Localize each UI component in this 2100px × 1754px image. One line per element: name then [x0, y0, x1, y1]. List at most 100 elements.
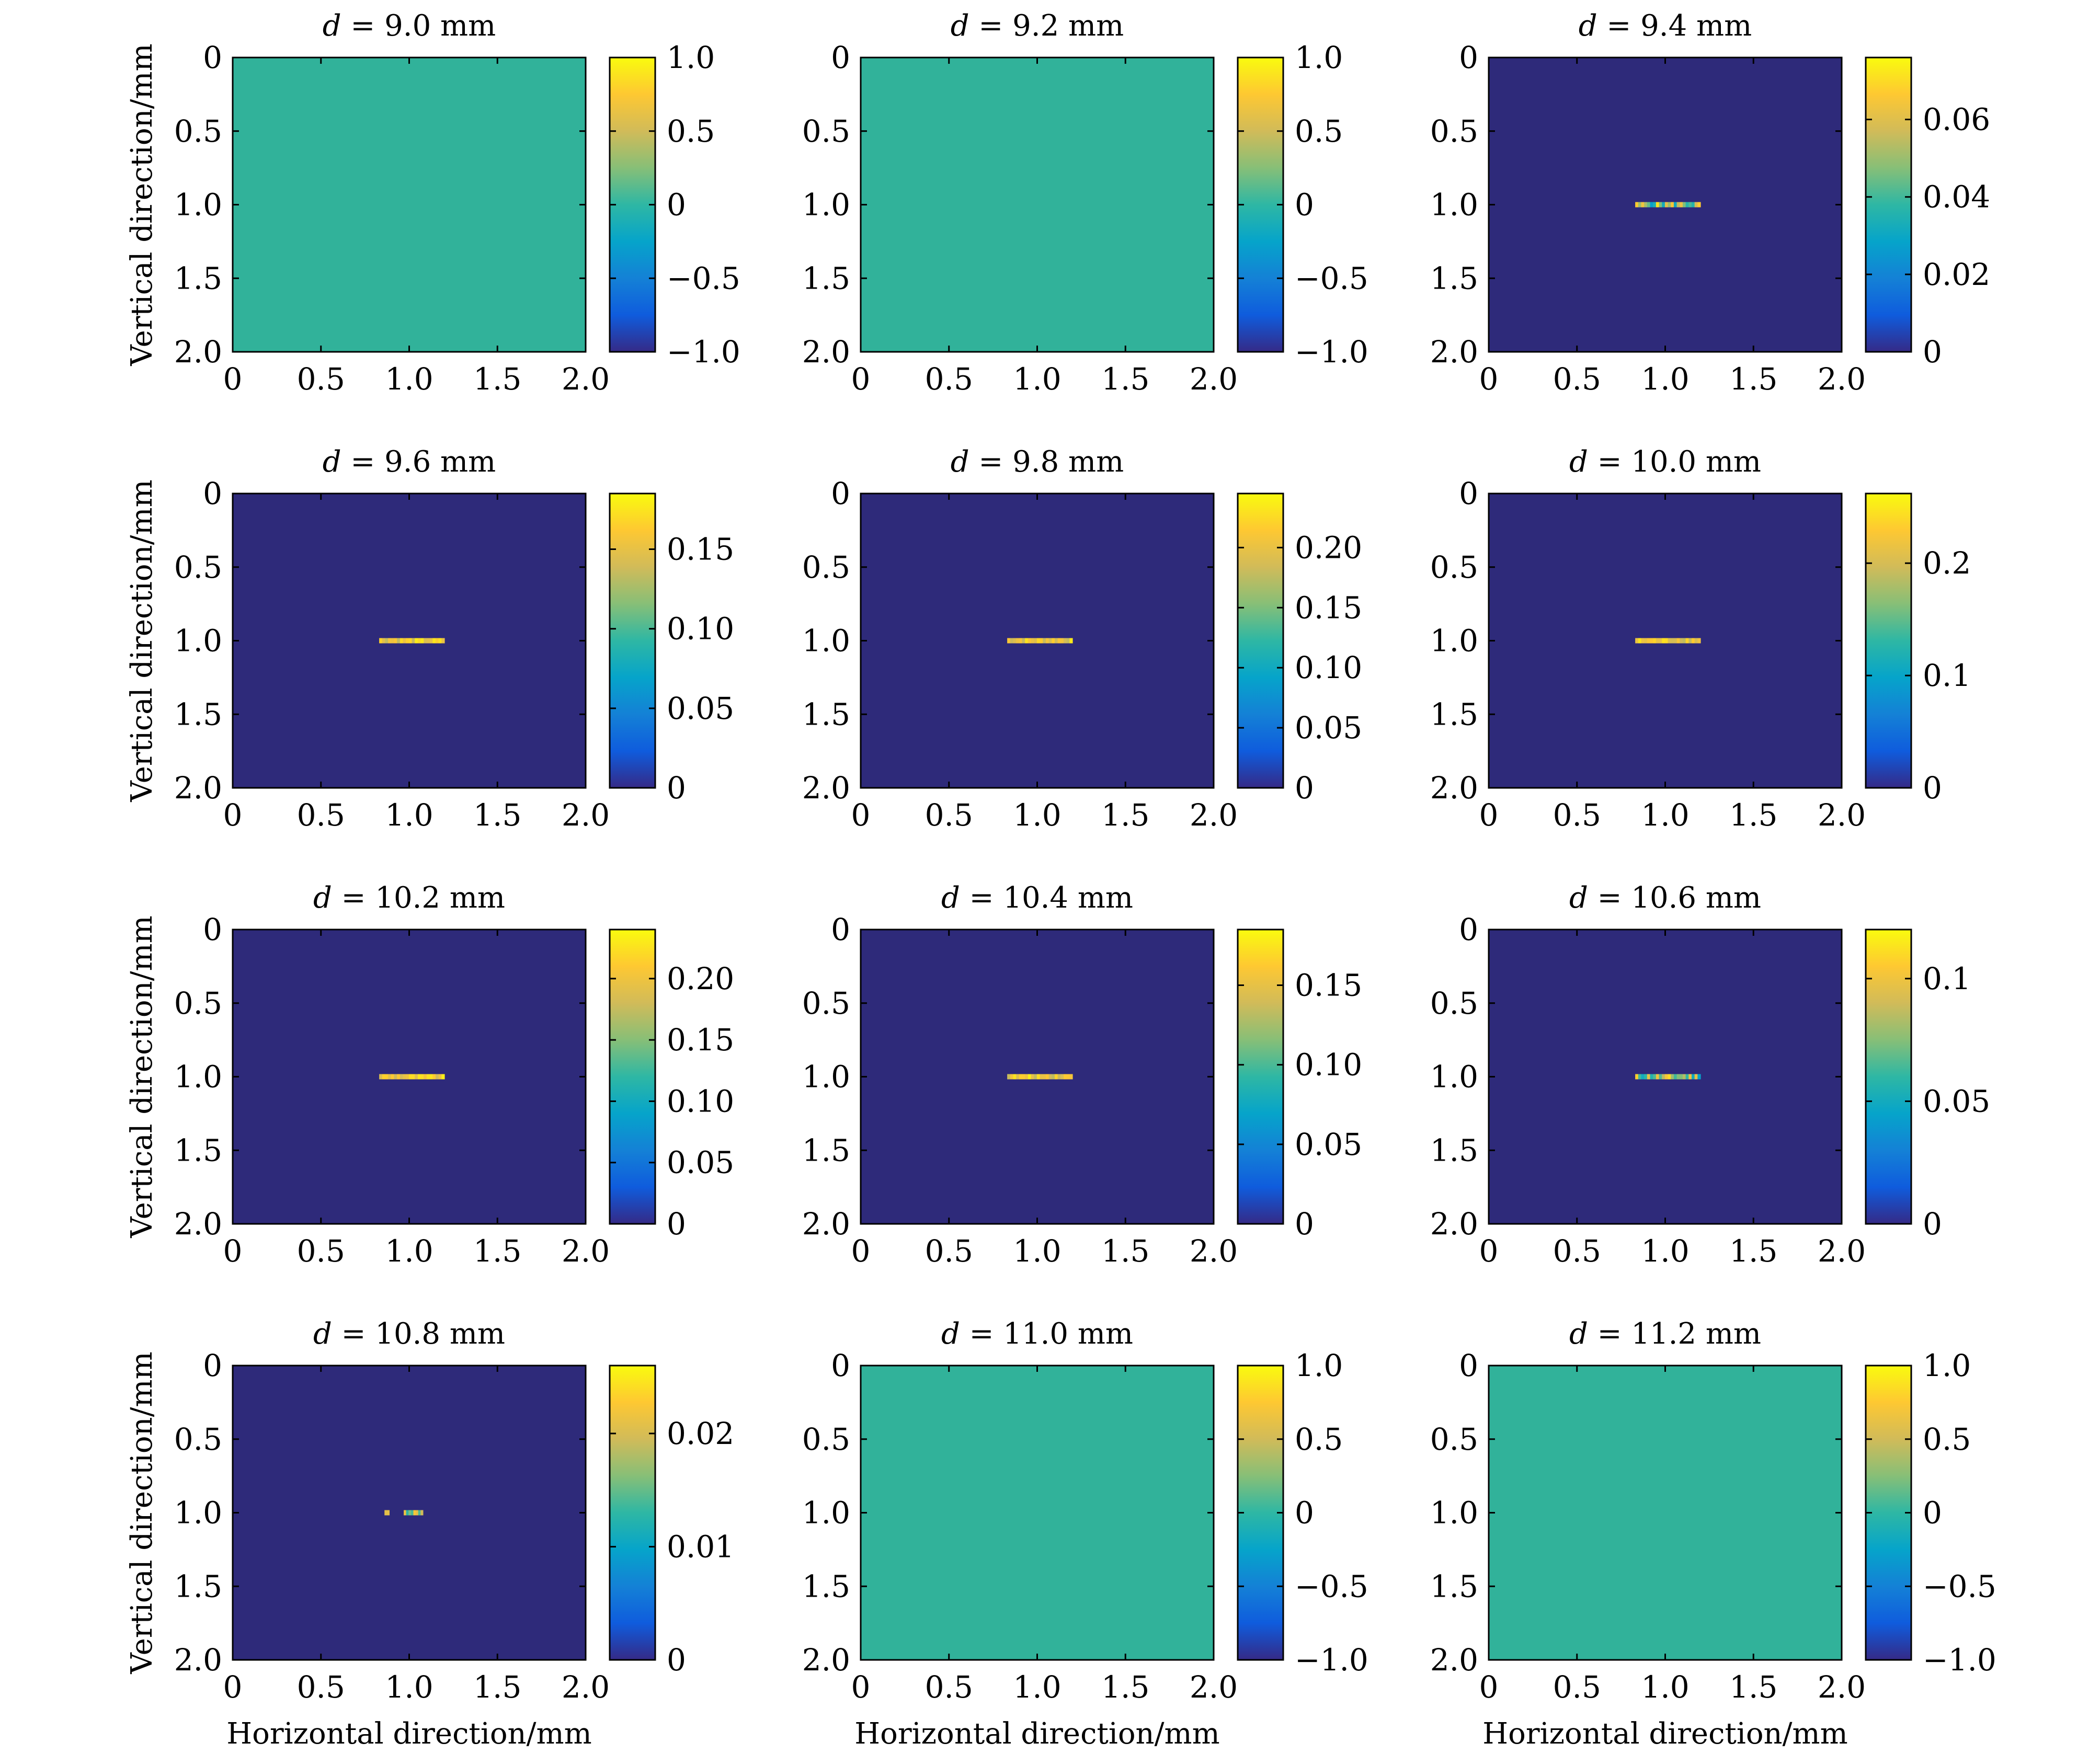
y-tick-label: 0 [1459, 476, 1478, 511]
heatmap-line-cell [1644, 202, 1648, 208]
panel-title: d = 10.2 mm [313, 881, 505, 915]
x-tick-label: 0.5 [1553, 1233, 1601, 1269]
heatmap-line-cell [1063, 638, 1067, 644]
colorbar-tick-label: 1.0 [1295, 1348, 1343, 1383]
heatmap-line-cell [417, 1074, 421, 1080]
panel-1: 0 0.5 1.0 1.5 2.000.51.01.52.0d = 9.0 mm1.00… [125, 9, 740, 397]
colorbar-tick-label: 0.5 [1295, 113, 1343, 149]
colorbar [1866, 1366, 1911, 1660]
heatmap-line-cell [1671, 202, 1674, 208]
heatmap-line-cell [384, 1510, 387, 1516]
x-tick-label: 0.5 [925, 1233, 973, 1269]
panel-6: 0 0.5 1.0 1.5 2.000.51.01.52.0d = 10.0 mm0.2… [1430, 445, 1971, 833]
panel-12: 0 0.5 1.0 1.5 2.000.51.01.52.0d = 11.2 mm1.0… [1430, 1317, 1996, 1751]
heatmap-line-cell [1650, 638, 1653, 644]
x-tick-label: 1.5 [1729, 361, 1777, 397]
colorbar [610, 930, 655, 1224]
x-tick-label: 2.0 [562, 361, 610, 397]
colorbar-tick-label: −0.5 [667, 260, 740, 296]
heatmap-line-cell [1647, 1074, 1651, 1080]
heatmap-line-cell [1036, 1074, 1041, 1080]
heatmap-line-cell [1045, 1074, 1049, 1080]
y-tick-label: 0 [1459, 912, 1478, 947]
heatmap-line-cell [1054, 1074, 1058, 1080]
colorbar-tick-label: 0.10 [1295, 650, 1362, 685]
panel-title-variable: d [941, 881, 960, 915]
heatmap-line-cell [1697, 202, 1701, 208]
heatmap-line-cell [1060, 1074, 1064, 1080]
heatmap-line-cell [1685, 638, 1689, 644]
heatmap-line-cell [1691, 202, 1695, 208]
colorbar-tick-label: 0.04 [1923, 179, 1990, 215]
panel-title-variable: d [313, 881, 332, 915]
heatmap-line-cell [1045, 638, 1049, 644]
y-tick-label: 0.5 [174, 1421, 222, 1457]
panel-title-variable: d [313, 1317, 332, 1351]
heatmap-line-cell [1697, 1074, 1701, 1080]
colorbar-tick-label: 0 [667, 770, 686, 806]
y-tick-label: 1.0 [802, 1495, 850, 1531]
heatmap-line-cell [429, 638, 433, 644]
x-tick-label: 0 [223, 797, 243, 833]
y-tick-label: 0.5 [802, 985, 850, 1021]
heatmap-line-cell [1013, 1074, 1017, 1080]
heatmap-line-cell [1063, 1074, 1067, 1080]
y-tick-label: 0 [831, 1348, 850, 1383]
colorbar-frame [609, 492, 656, 789]
heatmap-line-cell [1069, 1074, 1073, 1080]
x-tick-label: 1.0 [1013, 797, 1061, 833]
heatmap-line-cell [438, 638, 442, 644]
colorbar-frame [609, 928, 656, 1225]
colorbar-tick-label: 0.10 [1295, 1047, 1362, 1083]
panel-title: d = 9.2 mm [951, 9, 1124, 43]
x-tick-label: 1.0 [1641, 1233, 1689, 1269]
y-tick-label: 1.0 [1430, 623, 1478, 659]
heatmap-line-cell [1013, 638, 1017, 644]
heatmap-line-cell [1638, 638, 1642, 644]
colorbar-tick-label: 0 [1923, 334, 1942, 370]
heatmap-line-cell [1680, 202, 1683, 208]
panel-title-value: = 9.0 mm [341, 9, 496, 43]
colorbar-tick-label: 0.15 [667, 1022, 734, 1058]
colorbar-tick-label: 0 [1295, 1495, 1314, 1531]
x-tick-label: 2.0 [1190, 797, 1238, 833]
panel-9: 0 0.5 1.0 1.5 2.000.51.01.52.0d = 10.6 mm0.1… [1430, 881, 1990, 1269]
colorbar-tick-label: 0 [667, 187, 686, 223]
heatmap-line-cell [379, 638, 383, 644]
colorbar-tick-label: −0.5 [1923, 1568, 1996, 1604]
panel-title-variable: d [1569, 1317, 1588, 1351]
x-tick-label: 0.5 [925, 1669, 973, 1705]
y-tick-label: 2.0 [174, 1206, 222, 1242]
x-tick-label: 0 [223, 1233, 243, 1269]
y-tick-label: 1.0 [174, 1495, 222, 1531]
heatmap-line-cell [1668, 638, 1671, 644]
heatmap-line-cell [1682, 1074, 1686, 1080]
heatmap-line-cell [1010, 638, 1014, 644]
x-tick-label: 2.0 [1190, 361, 1238, 397]
x-tick-label: 2.0 [1818, 1233, 1866, 1269]
x-tick-label: 1.0 [1641, 797, 1689, 833]
y-tick-label: 1.5 [174, 260, 222, 296]
y-tick-label: 1.0 [1430, 187, 1478, 223]
heatmap-line-cell [438, 1074, 442, 1080]
colorbar-tick-label: 0.02 [667, 1416, 734, 1451]
colorbar-tick-label: 0.2 [1923, 545, 1971, 581]
y-tick-label: 0 [1459, 1348, 1478, 1383]
colorbar-frame [1237, 928, 1284, 1225]
y-tick-label: 1.0 [802, 187, 850, 223]
y-tick-label: 1.5 [802, 696, 850, 732]
heatmap-line-cell [426, 638, 430, 644]
heatmap-line-cell [1671, 638, 1674, 644]
colorbar-tick-label: 0.20 [667, 961, 734, 996]
x-tick-label: 0.5 [1553, 361, 1601, 397]
heatmap-line-cell [1676, 1074, 1680, 1080]
colorbar-tick-label: 0.15 [1295, 968, 1362, 1003]
heatmap-line-cell [1641, 1074, 1645, 1080]
heatmap-line-cell [1697, 638, 1701, 644]
y-tick-label: 2.0 [1430, 1206, 1478, 1242]
x-axis-label: Horizontal direction/mm [854, 1717, 1219, 1751]
heatmap-line-cell [413, 1510, 416, 1516]
y-tick-label: 1.5 [802, 1568, 850, 1604]
heatmap-line-cell [1641, 202, 1645, 208]
y-tick-label: 1.0 [802, 1059, 850, 1095]
